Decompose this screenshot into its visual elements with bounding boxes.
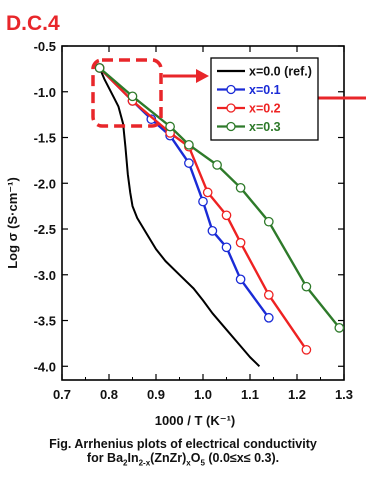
y-tick-label: -1.0 [34, 85, 56, 100]
y-tick-label: -1.5 [34, 131, 56, 146]
y-tick-label: -0.5 [34, 39, 56, 54]
data-point [301, 281, 312, 292]
x-tick-label: 1.2 [288, 387, 306, 402]
data-point [221, 242, 232, 253]
series-line [98, 67, 261, 368]
legend-label: x=0.0 (ref.) [249, 65, 312, 79]
plot-area: 0.7 0.8 0.9 1.0 1.1 1.2 1.3 -0.5 -1.0 -1.5 -2.0 -2.… [5, 39, 353, 428]
legend-label: x=0.2 [249, 102, 281, 116]
y-tick-label: -2.5 [34, 222, 56, 237]
data-point [235, 274, 246, 285]
x-axis-label: 1000 / T (K⁻¹) [155, 413, 236, 428]
y-axis-label: Log σ (S·cm⁻¹) [5, 177, 20, 269]
figure-tag: D.C.4 [6, 12, 60, 35]
x-tick-label: 0.9 [147, 387, 165, 402]
x-tick-label: 0.8 [100, 387, 118, 402]
figure-caption: Fig. Arrhenius plots of electrical condu… [0, 437, 366, 468]
data-point [184, 139, 194, 150]
data-point [202, 187, 213, 198]
data-point [334, 322, 345, 333]
legend-item-0: x=0.0 (ref.) [217, 65, 312, 79]
x-tick-label: 0.7 [53, 387, 71, 402]
data-point [301, 344, 312, 355]
series-0 [98, 67, 261, 368]
legend-label: x=0.3 [249, 120, 281, 134]
data-point [263, 312, 274, 323]
data-point [263, 216, 274, 227]
caption-line-2: for Ba2In2-x(ZnZr)xO5 (0.0≤x≤ 0.3). [86, 451, 280, 468]
legend-marker [226, 103, 236, 113]
data-point [165, 121, 175, 132]
data-point [235, 182, 246, 193]
y-tick-label: -2.0 [34, 176, 56, 191]
legend-marker [226, 121, 236, 132]
x-tick-label: 1.3 [335, 387, 353, 402]
legend-item-2: x=0.2 [217, 102, 281, 116]
x-tick-label: 1.0 [194, 387, 212, 402]
series-3 [94, 63, 345, 333]
caption-line-1: Fig. Arrhenius plots of electrical condu… [49, 437, 317, 451]
legend-marker [226, 84, 236, 95]
y-tick-label: -3.0 [34, 268, 56, 283]
data-point [235, 237, 246, 248]
x-tick-label: 1.1 [241, 387, 259, 402]
data-point [94, 63, 105, 73]
legend: x=0.0 (ref.) x=0.1 x=0.2 x=0.3 [210, 57, 319, 141]
data-point [184, 158, 194, 168]
data-point [198, 196, 208, 207]
data-point [221, 210, 232, 221]
highlight-annotation [91, 58, 366, 128]
arrow-head [196, 69, 209, 83]
y-tick-label: -4.0 [34, 359, 56, 374]
y-tick-label: -3.5 [34, 314, 56, 329]
data-point [127, 91, 138, 102]
dashed-highlight-box [91, 58, 163, 128]
legend-label: x=0.1 [249, 83, 281, 97]
data-point [212, 160, 222, 170]
data-point [207, 225, 218, 236]
series-2 [94, 63, 312, 355]
legend-item-1: x=0.1 [217, 83, 281, 97]
data-point [263, 290, 274, 300]
legend-item-3: x=0.3 [217, 120, 281, 134]
